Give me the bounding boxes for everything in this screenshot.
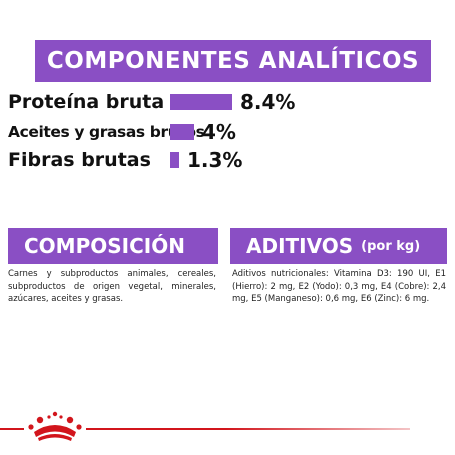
additives-unit: (por kg) xyxy=(361,238,421,254)
royal-canin-crown-icon xyxy=(24,410,86,444)
protein-label: Proteína bruta xyxy=(8,91,165,113)
fat-row: Aceites y grasas brutos 4% xyxy=(8,120,236,144)
analytical-components-banner: COMPONENTES ANALÍTICOS xyxy=(35,40,431,82)
composition-title: COMPOSICIÓN xyxy=(24,234,185,258)
fiber-value: 1.3% xyxy=(187,148,243,172)
fiber-row: Fibras brutas 1.3% xyxy=(8,148,242,172)
fiber-label: Fibras brutas xyxy=(8,149,151,171)
analytical-components-title: COMPONENTES ANALÍTICOS xyxy=(46,48,420,74)
additives-banner: ADITIVOS (por kg) xyxy=(230,228,447,264)
fiber-bar xyxy=(170,152,179,168)
composition-banner: COMPOSICIÓN xyxy=(8,228,218,264)
protein-row: Proteína bruta 8.4% xyxy=(8,90,295,114)
fat-value: 4% xyxy=(202,120,236,144)
additives-title: ADITIVOS xyxy=(246,234,354,258)
fat-bar xyxy=(170,124,194,140)
composition-text: Carnes y subproductos animales, cereales… xyxy=(8,269,216,304)
footer-divider xyxy=(0,428,410,430)
protein-value: 8.4% xyxy=(240,90,296,114)
fat-label: Aceites y grasas brutos xyxy=(8,123,205,141)
additives-text: Aditivos nutricionales: Vitamina D3: 190… xyxy=(232,269,446,304)
protein-bar xyxy=(170,94,232,110)
